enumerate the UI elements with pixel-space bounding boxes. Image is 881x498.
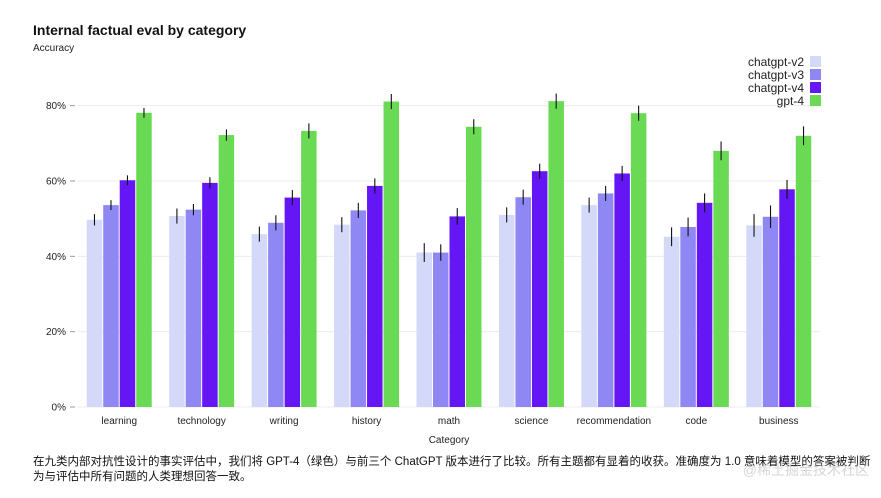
x-axis-label: Category [429, 435, 470, 446]
bar [169, 216, 185, 407]
bar [779, 189, 795, 407]
x-tick-label: code [685, 416, 707, 427]
legend: chatgpt-v2 chatgpt-v3 chatgpt-v4 gpt-4 [747, 54, 821, 108]
bar [103, 205, 119, 407]
bar [614, 173, 630, 407]
bar [696, 202, 713, 407]
bar [581, 205, 597, 407]
bar [466, 126, 482, 407]
legend-item-chatgpt-v4: chatgpt-v4 [747, 80, 821, 95]
bar [597, 193, 614, 407]
chart-title: Internal factual eval by category [33, 22, 247, 38]
legend-swatch [810, 69, 821, 80]
figure-caption: 在九类内部对抗性设计的事实评估中，我们将 GPT-4（绿色）与前三个 ChatG… [33, 456, 871, 483]
bar [498, 214, 515, 407]
legend-item-gpt-4: gpt-4 [748, 93, 821, 108]
bar [795, 135, 812, 408]
bar-chart: 0% 20% 40% 60% 80% learning technology writing h… [46, 93, 820, 446]
x-tick-label: writing [269, 416, 299, 427]
y-tick-label: 60% [46, 177, 66, 188]
x-tick-label: math [438, 416, 460, 427]
legend-item-chatgpt-v3: chatgpt-v3 [747, 67, 821, 82]
bar [367, 185, 383, 407]
legend-label: gpt-4 [776, 93, 804, 108]
bar [713, 150, 729, 407]
bar [218, 135, 235, 407]
bar [630, 113, 647, 407]
bar [136, 112, 152, 407]
y-tick-label: 20% [46, 327, 66, 338]
bar [433, 252, 449, 407]
bar [251, 234, 268, 407]
legend-swatch [810, 56, 821, 67]
legend-swatch [810, 95, 821, 106]
bar [680, 226, 696, 407]
bar [284, 197, 301, 407]
bar [119, 180, 136, 407]
bar [350, 210, 367, 407]
legend-label: chatgpt-v3 [747, 67, 804, 82]
legend-item-chatgpt-v2: chatgpt-v2 [747, 54, 821, 69]
legend-label: chatgpt-v2 [747, 54, 804, 69]
bar [449, 216, 465, 407]
y-tick-label: 0% [52, 403, 67, 414]
bar [762, 216, 779, 407]
bar [548, 101, 564, 407]
x-tick-label: history [352, 416, 381, 427]
bar [202, 182, 218, 407]
x-tick-label: business [759, 416, 798, 427]
legend-label: chatgpt-v4 [747, 80, 804, 95]
x-tick-label: learning [101, 416, 137, 427]
bar [334, 224, 350, 407]
bar [301, 130, 317, 408]
legend-swatch [810, 82, 821, 93]
x-tick-label: recommendation [577, 416, 651, 427]
bar [515, 197, 531, 407]
bar [185, 209, 202, 407]
y-tick-label: 80% [46, 101, 66, 112]
bar [416, 252, 432, 407]
bar [746, 225, 762, 407]
bar [86, 219, 103, 407]
x-tick-label: science [514, 416, 548, 427]
watermark: @稀土掘金技术社区 [742, 462, 869, 478]
y-axis-label: Accuracy [33, 43, 75, 54]
x-tick-label: technology [177, 416, 225, 427]
bar [663, 236, 680, 407]
y-tick-label: 40% [46, 252, 66, 263]
bar [383, 101, 400, 408]
bar [268, 222, 284, 407]
bar [531, 171, 548, 407]
